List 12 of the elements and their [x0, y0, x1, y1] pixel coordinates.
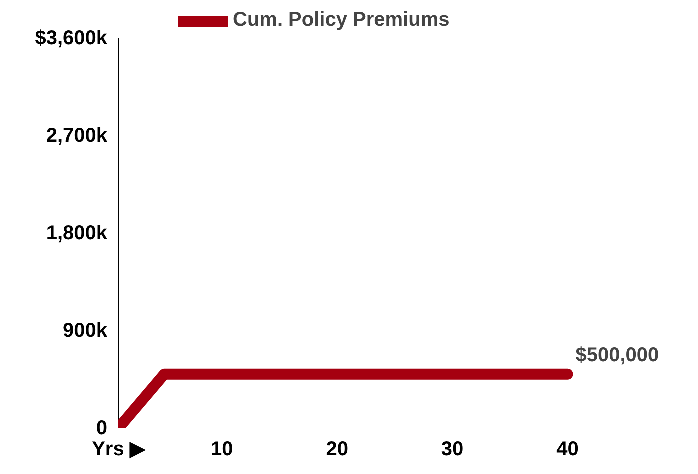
y-tick-label: 900k: [63, 320, 108, 342]
x-tick-label: 40: [556, 438, 579, 460]
y-tick-label: 1,800k: [46, 222, 108, 244]
x-tick-label: 20: [326, 438, 348, 460]
y-tick-label: 0: [96, 418, 108, 440]
x-axis-title: Yrs ▶: [92, 438, 147, 460]
legend-label: Cum. Policy Premiums: [233, 9, 450, 32]
y-tick-label: 2,700k: [46, 125, 108, 147]
annotation: $500,000: [576, 344, 660, 366]
y-tick-label: $3,600k: [35, 28, 108, 50]
x-tick-label: 10: [211, 438, 234, 460]
x-tick-label: 30: [441, 438, 464, 460]
